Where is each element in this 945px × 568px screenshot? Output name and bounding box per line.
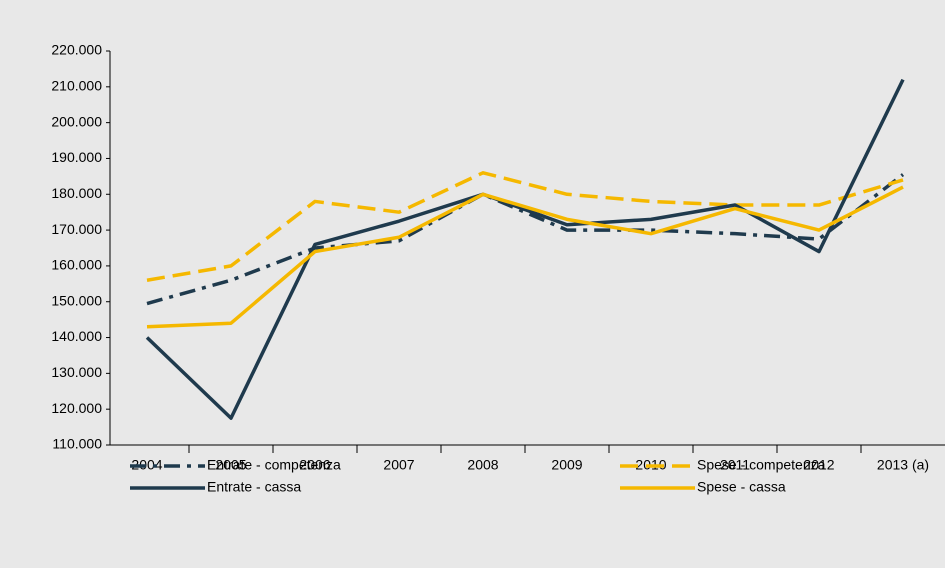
- x-tick-label: 2011: [720, 457, 750, 473]
- x-tick-label: 2007: [383, 457, 414, 473]
- series-line: [146, 185, 904, 329]
- legend-label: Entrate - competenza: [207, 457, 341, 473]
- series-line: [146, 173, 905, 306]
- x-tick-label: 2004: [131, 457, 162, 473]
- y-tick-label: 160.000: [51, 257, 102, 273]
- y-tick-label: 140.000: [51, 328, 102, 344]
- series-line: [146, 171, 904, 282]
- y-tick-label: 170.000: [51, 221, 102, 237]
- y-tick-label: 110.000: [52, 436, 102, 452]
- legend-label: Entrate - cassa: [207, 479, 301, 495]
- x-tick-label: 2012: [803, 457, 834, 473]
- x-tick-label: 2013 (a): [877, 457, 929, 473]
- y-tick-label: 120.000: [51, 400, 102, 416]
- y-tick-label: 220.000: [51, 42, 102, 58]
- legend-label: Spese - cassa: [697, 479, 786, 495]
- x-tick-label: 2009: [551, 457, 582, 473]
- y-tick-label: 150.000: [51, 292, 102, 308]
- x-tick-label: 2005: [215, 457, 246, 473]
- y-tick-label: 190.000: [51, 149, 102, 165]
- y-tick-label: 200.000: [51, 113, 102, 129]
- x-tick-label: 2008: [467, 457, 498, 473]
- y-tick-label: 210.000: [51, 78, 102, 94]
- y-tick-label: 130.000: [51, 364, 102, 380]
- series-line: [145, 78, 905, 420]
- x-tick-label: 2006: [299, 457, 330, 473]
- legend-label: Spese - competenza: [697, 457, 826, 473]
- y-tick-label: 180.000: [51, 185, 102, 201]
